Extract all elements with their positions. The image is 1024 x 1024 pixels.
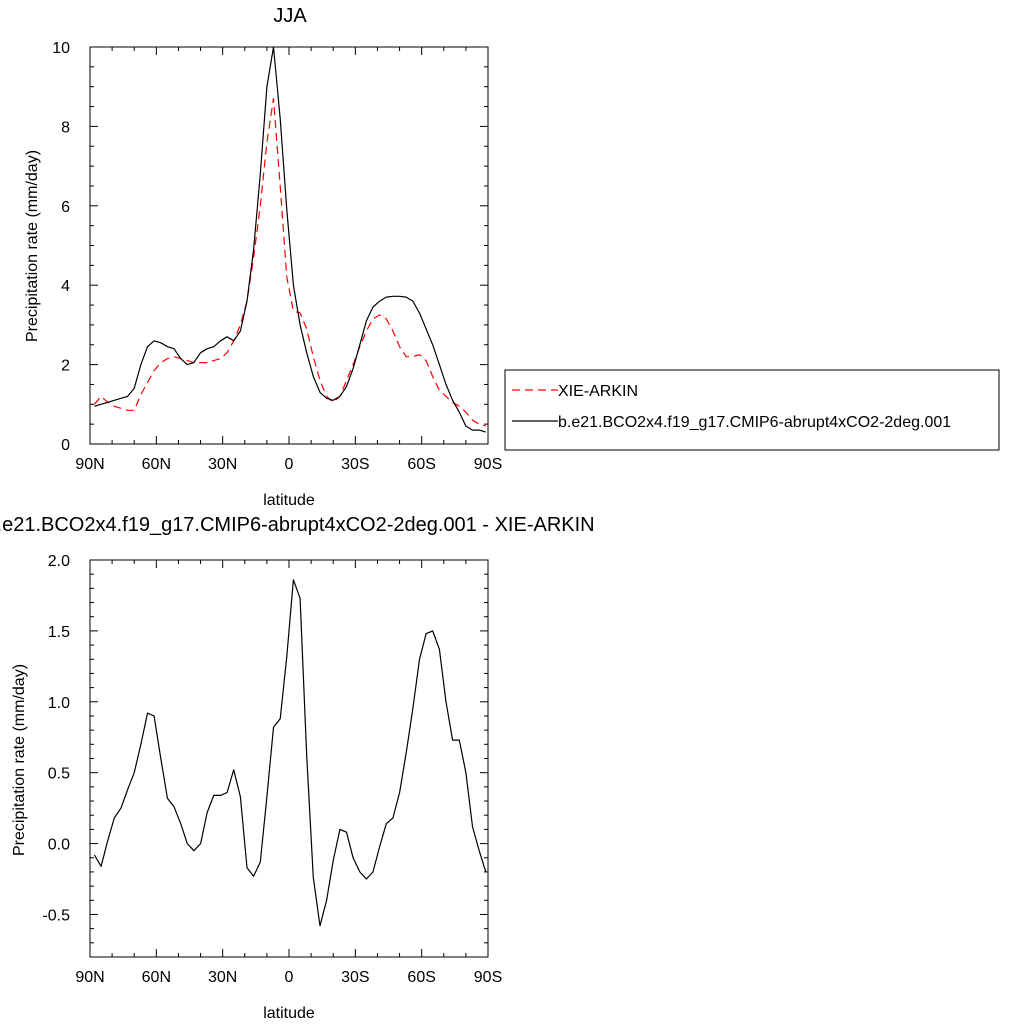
bottom-series-line-0	[93, 579, 487, 927]
legend: XIE-ARKIN b.e21.BCO2x4.f19_g17.CMIP6-abr…	[504, 369, 1000, 451]
top-x-axis-label: latitude	[263, 492, 315, 509]
bottom-y-tick-label: 1.0	[48, 695, 70, 712]
top-plot-frame	[89, 46, 489, 445]
top-chart-title: JJA	[273, 5, 307, 27]
top-series-line-0	[93, 97, 486, 427]
bottom-y-axis-label: Precipitation rate (mm/day)	[11, 664, 28, 856]
legend-label-model: b.e21.BCO2x4.f19_g17.CMIP6-abrupt4xCO2-2…	[558, 414, 951, 431]
bottom-y-tick-label: 0.5	[48, 766, 70, 783]
bottom-series-lines	[93, 579, 487, 927]
top-y-tick-label: 6	[61, 199, 70, 216]
top-x-tick-label: 30S	[341, 456, 369, 473]
bottom-y-tick-label: -0.5	[42, 907, 70, 924]
top-y-tick-label: 4	[61, 278, 70, 295]
top-y-tick-label: 8	[61, 119, 70, 136]
bottom-y-tick-label: 0.0	[48, 837, 70, 854]
top-y-axis-label: Precipitation rate (mm/day)	[24, 150, 41, 342]
bottom-x-tick-label: 30S	[341, 969, 369, 986]
top-x-tick-label: 90N	[75, 456, 104, 473]
legend-box	[504, 369, 1000, 451]
top-y-tick-label: 2	[61, 358, 70, 375]
bottom-x-tick-label: 0	[285, 969, 294, 986]
bottom-x-tick-label: 60S	[407, 969, 435, 986]
top-x-tick-label: 30N	[208, 456, 237, 473]
top-y-tick-label: 10	[52, 40, 70, 57]
bottom-x-axis-label: latitude	[263, 1005, 315, 1022]
top-series-lines	[93, 46, 486, 433]
bottom-y-tick-label: 1.5	[48, 624, 70, 641]
bottom-plot-frame	[89, 559, 489, 958]
bottom-y-tick-label: 2.0	[48, 553, 70, 570]
top-x-tick-label: 60S	[407, 456, 435, 473]
bottom-x-tick-label: 60N	[142, 969, 171, 986]
top-axis-ticks: 90N 60N 30N 0 30S 60S 90S 0 2 4 6 8 10	[52, 40, 502, 473]
top-x-tick-label: 60N	[142, 456, 171, 473]
legend-label-xie-arkin: XIE-ARKIN	[558, 383, 638, 400]
top-y-tick-label: 0	[61, 437, 70, 454]
top-series-line-1	[94, 46, 486, 433]
top-x-tick-label: 90S	[474, 456, 502, 473]
bottom-x-tick-label: 30N	[208, 969, 237, 986]
bottom-x-tick-label: 90S	[474, 969, 502, 986]
bottom-axis-ticks: 90N 60N 30N 0 30S 60S 90S -0.5 0.0 0.5 1.0 1.5 2.0	[42, 553, 502, 986]
bottom-panel: b.e21.BCO2x4.f19_g17.CMIP6-abrupt4xCO2-2…	[0, 514, 595, 1022]
bottom-x-tick-label: 90N	[75, 969, 104, 986]
bottom-chart-title: b.e21.BCO2x4.f19_g17.CMIP6-abrupt4xCO2-2…	[0, 514, 595, 536]
top-x-tick-label: 0	[285, 456, 294, 473]
